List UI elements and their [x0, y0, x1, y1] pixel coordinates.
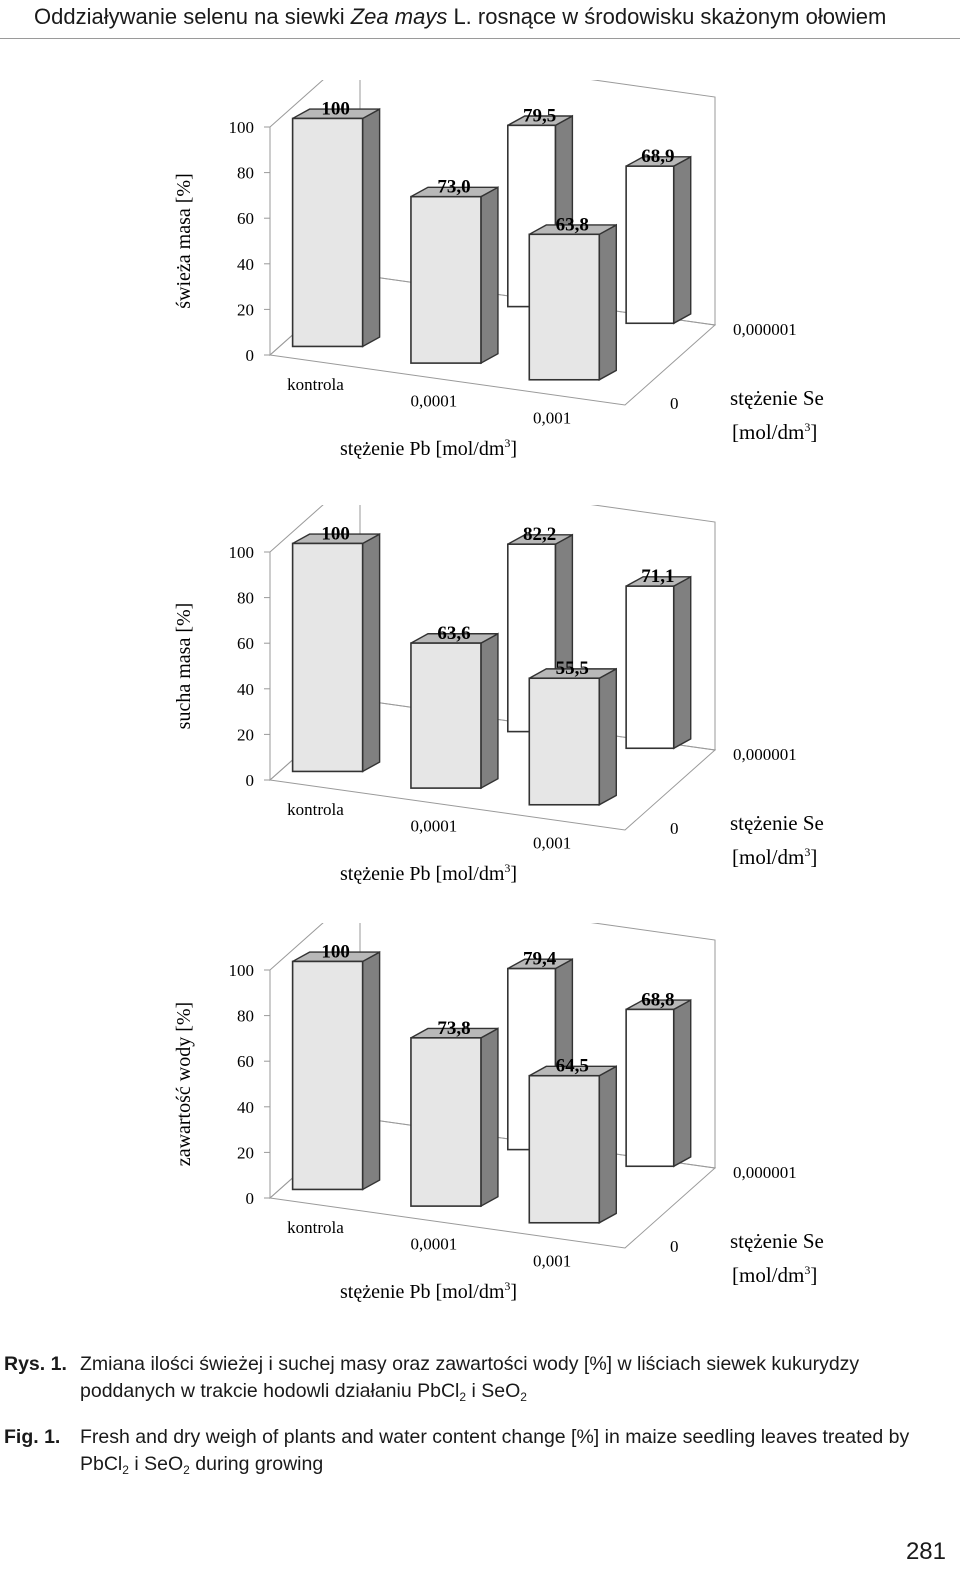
y-axis-title: świeża masa [%]	[173, 173, 195, 309]
y-tick-label: 60	[237, 209, 254, 228]
bar	[625, 1008, 675, 1168]
fresh-mass-chart: 0 20 40 60 80 100 świeża masa [%] 79,5 68,9 100 73…	[173, 80, 824, 460]
data-label: 73,8	[437, 1018, 470, 1039]
page-header: Oddziaływanie selenu na siewki Zea mays …	[0, 0, 960, 39]
y-tick-label: 0	[246, 771, 255, 790]
bar-side	[598, 667, 617, 806]
data-label: 100	[321, 941, 350, 962]
bar-side	[480, 1027, 499, 1208]
bar	[291, 542, 364, 773]
data-label: 64,5	[556, 1056, 589, 1077]
y-tick-label: 100	[229, 118, 255, 137]
caption-pl-label: Rys. 1.	[4, 1353, 67, 1375]
caption-en: Fig. 1. Fresh and dry weigh of plants an…	[4, 1424, 954, 1480]
y-tick-label: 100	[229, 961, 255, 980]
bar	[625, 585, 675, 750]
x-axis-title: stężenie Pb [mol/dm3]	[340, 436, 517, 460]
y-tick-label: 40	[237, 255, 254, 274]
x-tick-label: kontrola	[287, 1218, 344, 1237]
y-tick-label: 40	[237, 680, 254, 699]
header-title: Oddziaływanie selenu na siewki Zea mays …	[34, 4, 887, 29]
x-tick-label: 0,0001	[410, 392, 457, 411]
y-tick-label: 0	[246, 346, 255, 365]
data-label: 82,2	[523, 524, 556, 545]
caption-pl: Rys. 1. Zmiana ilości świeżej i suchej m…	[4, 1351, 954, 1407]
data-label: 55,5	[556, 658, 589, 679]
caption-en-label: Fig. 1.	[4, 1426, 61, 1448]
y-tick-label: 80	[237, 589, 254, 608]
data-label: 68,8	[641, 989, 674, 1010]
page-number: 281	[905, 1538, 946, 1565]
data-label: 73,0	[437, 177, 470, 198]
bar-side	[673, 998, 692, 1168]
y-axis-title: zawartość wody [%]	[173, 1002, 195, 1166]
data-label: 100	[321, 523, 350, 544]
depth-tick-label: 0,000001	[733, 745, 797, 764]
bar-side	[361, 532, 381, 773]
data-label: 63,6	[437, 623, 470, 644]
y-tick-label: 0	[246, 1189, 255, 1208]
data-label: 71,1	[641, 566, 674, 587]
depth-axis-unit: [mol/dm3]	[732, 1263, 817, 1287]
bar	[291, 960, 364, 1191]
depth-axis-title: stężenie Se	[730, 811, 824, 835]
depth-tick-label: 0,000001	[733, 1163, 797, 1182]
y-tick-label: 40	[237, 1098, 254, 1117]
data-label: 79,4	[523, 949, 557, 970]
bar	[528, 233, 601, 381]
y-tick-label: 60	[237, 1052, 254, 1071]
bar-side	[673, 155, 692, 325]
caption-pl-text: Zmiana ilości świeżej i suchej masy oraz…	[80, 1353, 860, 1404]
dry-mass-chart: 0 20 40 60 80 100 sucha masa [%] 82,2 71,1 100 63,…	[173, 505, 824, 885]
depth-tick-label: 0,000001	[733, 320, 797, 339]
water-content-chart: 0 20 40 60 80 100 zawartość wody [%] 79,4 68,8 10…	[173, 923, 824, 1303]
caption-en-text: Fresh and dry weigh of plants and water …	[80, 1426, 910, 1477]
bar	[528, 677, 601, 806]
y-tick-label: 80	[237, 1007, 254, 1026]
bar	[528, 1074, 601, 1224]
bar	[410, 1037, 482, 1207]
data-label: 100	[321, 98, 350, 119]
y-tick-label: 60	[237, 634, 254, 653]
x-tick-label: kontrola	[287, 800, 344, 819]
bar-side	[361, 107, 381, 348]
y-tick-label: 100	[229, 543, 255, 562]
bar-side	[480, 186, 499, 365]
y-tick-label: 20	[237, 1143, 254, 1162]
depth-tick-label: 0	[670, 819, 679, 838]
depth-axis-title: stężenie Se	[730, 1229, 824, 1253]
data-label: 68,9	[641, 146, 674, 167]
x-axis-title: stężenie Pb [mol/dm3]	[340, 1279, 517, 1303]
depth-axis-unit: [mol/dm3]	[732, 420, 817, 444]
bar	[625, 165, 675, 325]
bar-side	[673, 575, 692, 750]
depth-axis-unit: [mol/dm3]	[732, 845, 817, 869]
y-tick-label: 20	[237, 725, 254, 744]
bar-side	[598, 1065, 617, 1224]
x-tick-label: 0,001	[533, 408, 571, 427]
data-label: 79,5	[523, 105, 556, 126]
data-label: 63,8	[556, 214, 589, 235]
x-tick-label: 0,001	[533, 1251, 571, 1270]
depth-axis-title: stężenie Se	[730, 386, 824, 410]
x-tick-label: 0,0001	[410, 817, 457, 836]
bar-side	[361, 950, 381, 1191]
bar	[291, 117, 364, 348]
x-tick-label: 0,001	[533, 833, 571, 852]
bar	[410, 642, 482, 789]
y-tick-label: 20	[237, 300, 254, 319]
x-tick-label: kontrola	[287, 375, 344, 394]
bar	[410, 195, 482, 364]
x-axis-title: stężenie Pb [mol/dm3]	[340, 861, 517, 885]
y-axis-title: sucha masa [%]	[173, 603, 195, 730]
x-tick-label: 0,0001	[410, 1235, 457, 1254]
depth-tick-label: 0	[670, 1237, 679, 1256]
bar-side	[598, 223, 617, 381]
depth-tick-label: 0	[670, 394, 679, 413]
y-tick-label: 80	[237, 164, 254, 183]
bar-side	[480, 632, 499, 790]
